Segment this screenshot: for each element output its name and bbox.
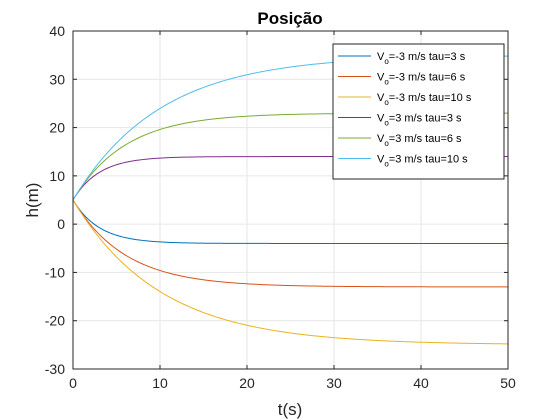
y-tick-label: 40 <box>49 23 65 39</box>
legend-label: Vo=3 m/s tau=10 s <box>377 154 468 169</box>
y-axis-label: h(m) <box>23 183 42 218</box>
ticks <box>72 30 509 370</box>
legend-box <box>332 43 505 180</box>
y-tick-label: 20 <box>49 120 65 136</box>
x-tick-label: 40 <box>413 375 429 391</box>
chart-title: Posição <box>257 9 322 28</box>
series-line-3 <box>72 199 509 345</box>
series-line-1 <box>72 199 508 244</box>
series-line-2 <box>72 199 508 288</box>
legend-label: Vo=-3 m/s tau=10 s <box>377 92 472 107</box>
y-tick-label: -10 <box>45 264 65 280</box>
x-tick-label: 20 <box>239 375 255 391</box>
y-tick-label: -20 <box>45 313 65 329</box>
plot-frame <box>72 30 509 370</box>
y-tick-label: 10 <box>49 168 65 184</box>
legend-label: Vo=-3 m/s tau=3 s <box>377 51 466 66</box>
y-tick-label: 30 <box>49 71 65 87</box>
x-tick-label: 30 <box>326 375 342 391</box>
legend-label: Vo=3 m/s tau=3 s <box>377 113 462 128</box>
y-tick-label: -30 <box>45 361 65 377</box>
tick-labels: 0 10 20 30 40 50 -30 -20 -10 0 10 20 30 40 <box>45 23 516 391</box>
legend: Vo=-3 m/s tau=3 s Vo=-3 m/s tau=6 s Vo=-3 … <box>332 43 505 180</box>
x-axis-label: t(s) <box>278 400 303 419</box>
x-tick-label: 50 <box>500 375 516 391</box>
x-tick-label: 10 <box>152 375 168 391</box>
legend-label: Vo=3 m/s tau=6 s <box>377 133 462 148</box>
x-tick-label: 0 <box>69 375 77 391</box>
y-tick-label: 0 <box>57 216 65 232</box>
legend-label: Vo=-3 m/s tau=6 s <box>377 72 466 87</box>
